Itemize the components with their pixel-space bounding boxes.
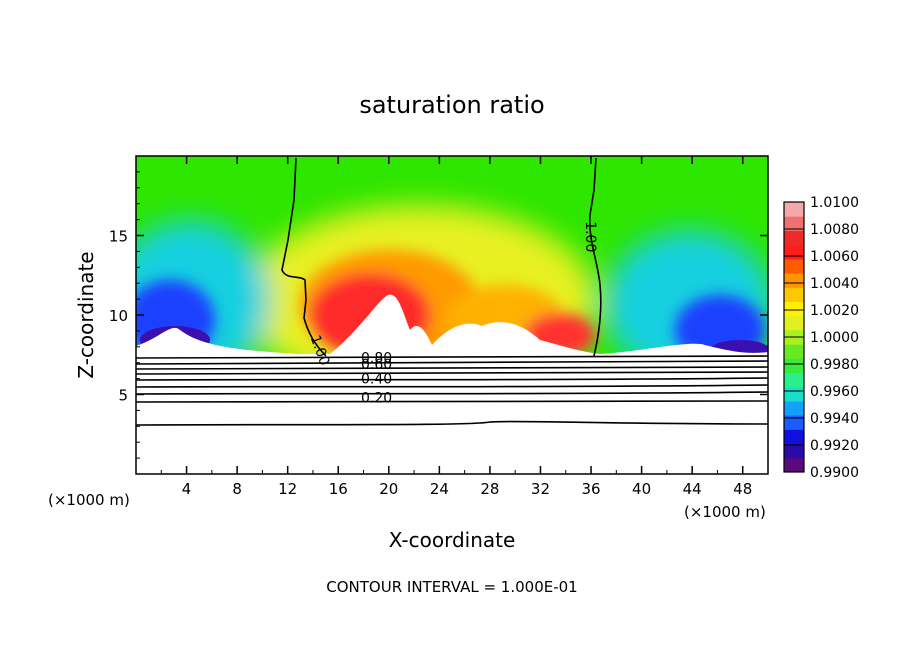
colorbar-label: 1.0060 bbox=[810, 249, 859, 265]
contour-0.70 bbox=[136, 366, 768, 370]
chart-title: saturation ratio bbox=[359, 91, 544, 119]
contour-0.20 bbox=[136, 400, 768, 403]
x-tick-label: 32 bbox=[531, 480, 550, 498]
colorbar-swatch bbox=[784, 358, 804, 374]
colorbar-label: 0.9920 bbox=[810, 438, 859, 454]
contour-0.50 bbox=[136, 377, 768, 381]
contour-0.40 bbox=[136, 384, 768, 388]
colorbar-swatch bbox=[784, 429, 804, 445]
contour-1.00-left bbox=[281, 157, 327, 357]
contour-cloud-base bbox=[136, 355, 768, 359]
colorbar-label: 0.9960 bbox=[810, 384, 859, 400]
colorbar-swatch bbox=[784, 386, 804, 402]
cloud-white-region bbox=[136, 294, 768, 474]
colorbar-label: 0.9980 bbox=[810, 357, 859, 373]
colorbar-label: 1.0000 bbox=[810, 330, 859, 346]
y-axis: 5 10 15 bbox=[109, 171, 768, 459]
x-tick-label: 20 bbox=[379, 480, 398, 498]
contour-labels: 1.001.000.800.600.400.20 bbox=[307, 221, 598, 406]
saturation-field bbox=[136, 156, 768, 474]
colorbar-swatch bbox=[784, 415, 804, 430]
colorbar-swatch bbox=[784, 202, 804, 217]
y-tick-label: 10 bbox=[109, 307, 128, 325]
contour-label: 1.00 bbox=[582, 221, 598, 252]
x-axis-label: X-coordinate bbox=[389, 528, 516, 552]
x-tick-label: 12 bbox=[278, 480, 297, 498]
colorbar-swatch bbox=[784, 301, 804, 317]
x-tick-label: 24 bbox=[430, 480, 449, 498]
contour-0.10 bbox=[136, 420, 768, 426]
colorbar-swatch bbox=[784, 443, 804, 459]
y-tick-label: 5 bbox=[118, 387, 128, 405]
contour-label: 0.20 bbox=[361, 390, 392, 406]
x-tick-label: 36 bbox=[581, 480, 600, 498]
contour-0.30 bbox=[136, 391, 768, 395]
x-tick-label: 4 bbox=[182, 480, 192, 498]
x-tick-label: 28 bbox=[480, 480, 499, 498]
colorbar-swatch bbox=[784, 457, 804, 473]
contour-0.60 bbox=[136, 371, 768, 375]
x-tick-label: 48 bbox=[733, 480, 752, 498]
contour-label: 0.60 bbox=[361, 357, 392, 373]
x-tick-label: 8 bbox=[232, 480, 242, 498]
colorbar-label: 1.0080 bbox=[810, 222, 859, 238]
contour-1.00-right bbox=[588, 157, 602, 357]
y-axis-label: Z-coordinate bbox=[74, 251, 98, 378]
colorbar-swatch bbox=[784, 315, 804, 331]
colorbar-swatch bbox=[784, 216, 804, 231]
x-tick-label: 40 bbox=[632, 480, 651, 498]
colorbar-swatch bbox=[784, 400, 804, 416]
colorbar-swatch bbox=[784, 344, 804, 359]
contour-label: 0.80 bbox=[361, 351, 392, 367]
x-unit-right: (×1000 m) bbox=[684, 503, 766, 521]
colorbar-swatch bbox=[784, 273, 804, 288]
colorbar-label: 1.0020 bbox=[810, 303, 859, 319]
colorbar-label: 1.0100 bbox=[810, 195, 859, 211]
contour-0.80 bbox=[136, 360, 768, 365]
x-tick-label: 16 bbox=[329, 480, 348, 498]
contour-label: 0.40 bbox=[361, 371, 392, 387]
colorbar-swatch bbox=[784, 230, 804, 246]
x-axis: 4 8 12 16 20 24 28 32 36 40 44 48 bbox=[160, 156, 752, 498]
colorbar-swatch bbox=[784, 287, 804, 302]
colorbar-swatch bbox=[784, 244, 804, 260]
colorbar-swatch bbox=[784, 372, 804, 388]
colorbar: 1.0100 1.0080 1.0060 1.0040 1.0020 1.0000 0.99… bbox=[783, 195, 859, 481]
colorbar-swatch bbox=[784, 258, 804, 274]
x-unit-left: (×1000 m) bbox=[48, 491, 130, 509]
y-tick-label: 15 bbox=[109, 228, 128, 246]
contour-interval-footer: CONTOUR INTERVAL = 1.000E-01 bbox=[326, 578, 577, 596]
colorbar-label: 0.9900 bbox=[810, 465, 859, 481]
x-tick-label: 44 bbox=[683, 480, 702, 498]
colorbar-label: 1.0040 bbox=[810, 276, 859, 292]
colorbar-label: 0.9940 bbox=[810, 411, 859, 427]
contour-lines bbox=[136, 157, 768, 426]
